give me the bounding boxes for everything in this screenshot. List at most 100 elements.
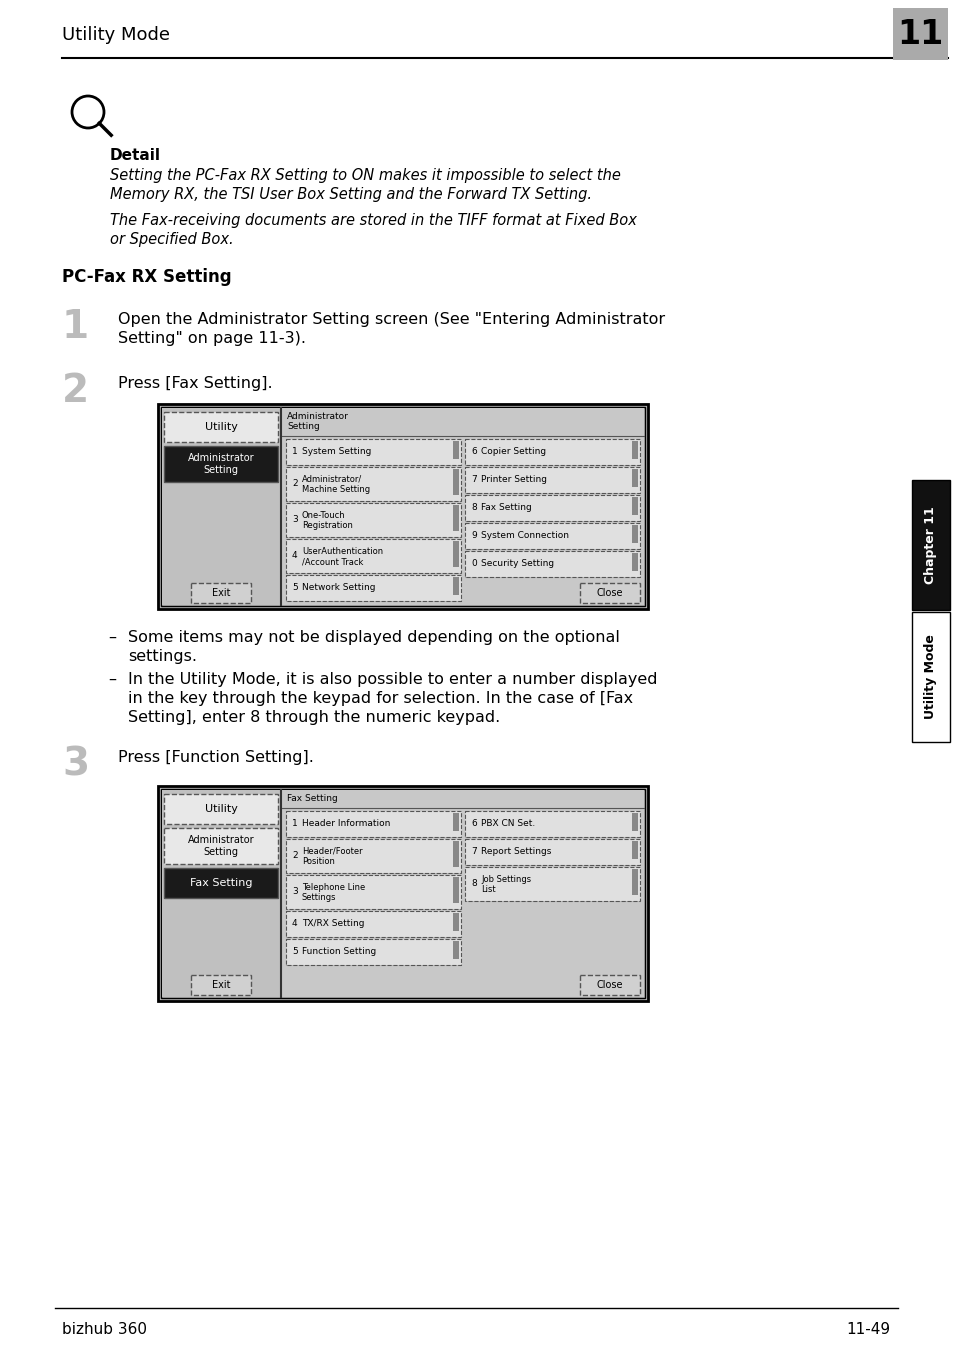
FancyBboxPatch shape	[464, 523, 639, 549]
Text: Administrator/: Administrator/	[302, 475, 362, 484]
Text: Setting" on page 11-3).: Setting" on page 11-3).	[118, 331, 306, 346]
Text: 2: 2	[292, 480, 297, 488]
FancyBboxPatch shape	[191, 583, 251, 603]
FancyBboxPatch shape	[286, 875, 460, 909]
FancyBboxPatch shape	[164, 412, 277, 442]
Text: Setting the PC-Fax RX Setting to ON makes it impossible to select the: Setting the PC-Fax RX Setting to ON make…	[110, 168, 620, 183]
FancyBboxPatch shape	[453, 877, 458, 903]
FancyBboxPatch shape	[464, 552, 639, 577]
Text: Printer Setting: Printer Setting	[480, 476, 546, 484]
FancyBboxPatch shape	[464, 495, 639, 521]
FancyBboxPatch shape	[162, 408, 280, 604]
FancyBboxPatch shape	[282, 790, 643, 996]
FancyBboxPatch shape	[164, 446, 277, 483]
Text: 7: 7	[471, 476, 476, 484]
Text: Close: Close	[597, 588, 622, 598]
FancyBboxPatch shape	[286, 840, 460, 873]
Text: Machine Setting: Machine Setting	[302, 485, 370, 495]
Text: Close: Close	[597, 980, 622, 990]
Text: 4: 4	[292, 552, 297, 561]
Text: Press [Fax Setting].: Press [Fax Setting].	[118, 376, 273, 391]
FancyBboxPatch shape	[286, 439, 460, 465]
FancyBboxPatch shape	[161, 407, 644, 606]
Text: Administrator
Setting: Administrator Setting	[188, 836, 254, 857]
Text: 6: 6	[471, 819, 476, 829]
Text: 2: 2	[62, 372, 89, 410]
FancyBboxPatch shape	[158, 404, 647, 608]
Text: Copier Setting: Copier Setting	[480, 448, 545, 457]
FancyBboxPatch shape	[911, 612, 949, 742]
Text: One-Touch: One-Touch	[302, 511, 345, 519]
Text: Telephone Line: Telephone Line	[302, 883, 365, 891]
Text: 3: 3	[292, 515, 297, 525]
FancyBboxPatch shape	[164, 868, 277, 898]
FancyBboxPatch shape	[282, 408, 643, 604]
FancyBboxPatch shape	[164, 827, 277, 864]
FancyBboxPatch shape	[191, 975, 251, 995]
Text: 3: 3	[62, 746, 89, 784]
Text: Position: Position	[302, 857, 335, 867]
Text: Security Setting: Security Setting	[480, 560, 554, 568]
FancyBboxPatch shape	[286, 940, 460, 965]
Text: 11: 11	[896, 18, 943, 50]
Text: Settings: Settings	[302, 894, 336, 903]
FancyBboxPatch shape	[286, 539, 460, 573]
Text: 11-49: 11-49	[845, 1322, 889, 1337]
Text: Utility: Utility	[204, 422, 237, 433]
FancyBboxPatch shape	[631, 553, 638, 571]
Text: /Account Track: /Account Track	[302, 557, 363, 566]
Text: Fax Setting: Fax Setting	[480, 503, 531, 512]
Text: Header/Footer: Header/Footer	[302, 846, 362, 856]
Text: 5: 5	[292, 584, 297, 592]
FancyBboxPatch shape	[631, 441, 638, 458]
FancyBboxPatch shape	[286, 911, 460, 937]
Text: Report Settings: Report Settings	[480, 848, 551, 857]
Text: Exit: Exit	[212, 980, 230, 990]
Text: 8: 8	[471, 503, 476, 512]
Text: Open the Administrator Setting screen (See "Entering Administrator: Open the Administrator Setting screen (S…	[118, 312, 664, 327]
FancyBboxPatch shape	[453, 469, 458, 495]
FancyBboxPatch shape	[453, 941, 458, 959]
Text: –: –	[108, 630, 116, 645]
Text: Detail: Detail	[110, 147, 161, 164]
Text: Setting], enter 8 through the numeric keypad.: Setting], enter 8 through the numeric ke…	[128, 710, 499, 725]
FancyBboxPatch shape	[453, 841, 458, 867]
Text: Registration: Registration	[302, 522, 353, 530]
Text: Some items may not be displayed depending on the optional: Some items may not be displayed dependin…	[128, 630, 619, 645]
Text: Press [Function Setting].: Press [Function Setting].	[118, 750, 314, 765]
FancyBboxPatch shape	[162, 790, 280, 996]
Text: Administrator
Setting: Administrator Setting	[287, 412, 349, 431]
Text: Utility Mode: Utility Mode	[62, 26, 170, 45]
FancyBboxPatch shape	[631, 525, 638, 544]
Text: Chapter 11: Chapter 11	[923, 506, 937, 584]
Text: 3: 3	[292, 887, 297, 896]
Text: 4: 4	[292, 919, 297, 929]
Text: in the key through the keypad for selection. In the case of [Fax: in the key through the keypad for select…	[128, 691, 633, 706]
FancyBboxPatch shape	[911, 480, 949, 610]
Text: 7: 7	[471, 848, 476, 857]
FancyBboxPatch shape	[464, 840, 639, 865]
Text: Utility: Utility	[204, 804, 237, 814]
FancyBboxPatch shape	[631, 498, 638, 515]
Text: 1: 1	[292, 448, 297, 457]
Text: Fax Setting: Fax Setting	[190, 877, 252, 888]
FancyBboxPatch shape	[453, 577, 458, 595]
FancyBboxPatch shape	[453, 813, 458, 831]
FancyBboxPatch shape	[464, 439, 639, 465]
FancyBboxPatch shape	[453, 913, 458, 932]
FancyBboxPatch shape	[453, 541, 458, 566]
Text: Job Settings: Job Settings	[480, 875, 531, 883]
FancyBboxPatch shape	[158, 786, 647, 1000]
Text: or Specified Box.: or Specified Box.	[110, 233, 233, 247]
Text: 0: 0	[471, 560, 476, 568]
FancyBboxPatch shape	[286, 466, 460, 502]
FancyBboxPatch shape	[453, 506, 458, 531]
FancyBboxPatch shape	[631, 469, 638, 487]
Text: PC-Fax RX Setting: PC-Fax RX Setting	[62, 268, 232, 287]
Text: System Connection: System Connection	[480, 531, 568, 541]
Text: Fax Setting: Fax Setting	[287, 794, 337, 803]
FancyBboxPatch shape	[631, 813, 638, 831]
Text: 5: 5	[292, 948, 297, 956]
FancyBboxPatch shape	[892, 8, 947, 59]
FancyBboxPatch shape	[464, 466, 639, 493]
